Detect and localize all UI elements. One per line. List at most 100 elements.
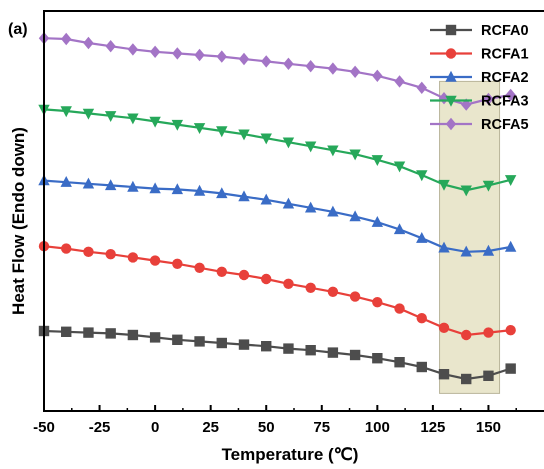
legend-label: RCFA2 [481,70,529,86]
x-tick-label: 150 [476,419,501,436]
data-point [149,332,161,343]
data-point [505,88,516,102]
x-axis-ticks: -50 -25 0 25 50 75 100 125 150 [33,405,517,436]
data-point [261,341,272,352]
data-point [283,343,294,354]
series-rcfa5 [38,32,516,111]
data-point [127,329,139,341]
data-point [438,322,450,333]
data-point [238,269,250,281]
legend-item-rcfa5: RCFA5 [430,117,529,133]
data-point [304,141,317,153]
x-tick-label: 100 [365,419,390,436]
data-point [104,111,117,122]
data-point [460,245,472,257]
data-point [260,133,272,145]
data-point [305,282,316,293]
data-point [327,347,339,358]
data-point [504,175,517,186]
x-tick-label: -50 [33,419,55,436]
data-point [105,328,116,339]
data-point [238,190,250,202]
data-point [349,349,361,361]
data-point [416,232,428,243]
data-point [283,57,294,70]
data-point [83,36,94,50]
data-point [438,369,450,380]
data-point [438,179,450,191]
legend-label: RCFA5 [481,117,529,133]
data-point [260,193,272,205]
data-point [282,197,295,209]
data-point [127,180,139,192]
data-point [261,55,272,68]
data-point [61,32,72,46]
legend-marker [445,24,457,36]
data-point [194,48,205,62]
data-point [483,370,494,381]
x-tick-label: 50 [258,419,275,436]
series-line [43,179,511,253]
data-point [327,205,339,217]
data-point [504,240,517,252]
data-point [482,244,495,256]
x-tick-label: 125 [420,419,445,436]
data-point [216,266,227,277]
x-tick-label: 25 [202,419,219,436]
data-point [104,179,117,191]
data-point [416,361,427,373]
series-rcfa2 [38,174,517,257]
data-point [483,92,494,106]
data-point [483,327,494,338]
data-point [194,262,205,273]
data-point [349,65,361,78]
data-point [482,180,495,192]
data-point [149,116,161,128]
data-point [216,337,227,349]
data-point [83,246,94,257]
legend-label: RCFA1 [481,47,529,63]
panel-label: (a) [8,21,28,38]
x-tick-label: -25 [89,419,111,436]
data-point [61,243,72,254]
data-point [460,185,472,197]
legend-marker [445,95,457,107]
highlight-region [439,80,501,394]
data-point [393,161,406,173]
legend-item-rcfa2: RCFA2 [430,70,529,86]
data-point [394,75,405,88]
data-point [105,40,116,53]
legend-marker [445,117,457,131]
data-point [82,108,95,120]
data-point [282,137,295,149]
data-point [127,113,139,125]
data-point [127,252,139,263]
data-point [438,241,450,253]
data-point [172,334,183,345]
data-point [171,183,184,195]
legend-item-rcfa1: RCFA1 [430,47,529,63]
data-point [394,303,405,314]
series-line [43,37,511,106]
series-line [43,108,511,192]
data-point [349,149,361,161]
data-point [304,201,317,213]
data-point [105,249,116,260]
y-axis-title: Heat Flow (Endo down) [9,127,28,315]
data-point [216,50,227,63]
data-point [372,353,383,364]
legend-marker [445,70,457,82]
data-point [416,81,427,94]
data-point [194,336,205,347]
data-point [216,187,228,199]
data-point [172,258,183,269]
data-point [172,47,183,60]
data-point [416,170,428,182]
data-point [238,129,250,141]
data-point [371,155,384,166]
data-point [505,363,516,374]
data-point [327,62,339,75]
data-point [461,329,472,341]
data-point [60,106,72,118]
